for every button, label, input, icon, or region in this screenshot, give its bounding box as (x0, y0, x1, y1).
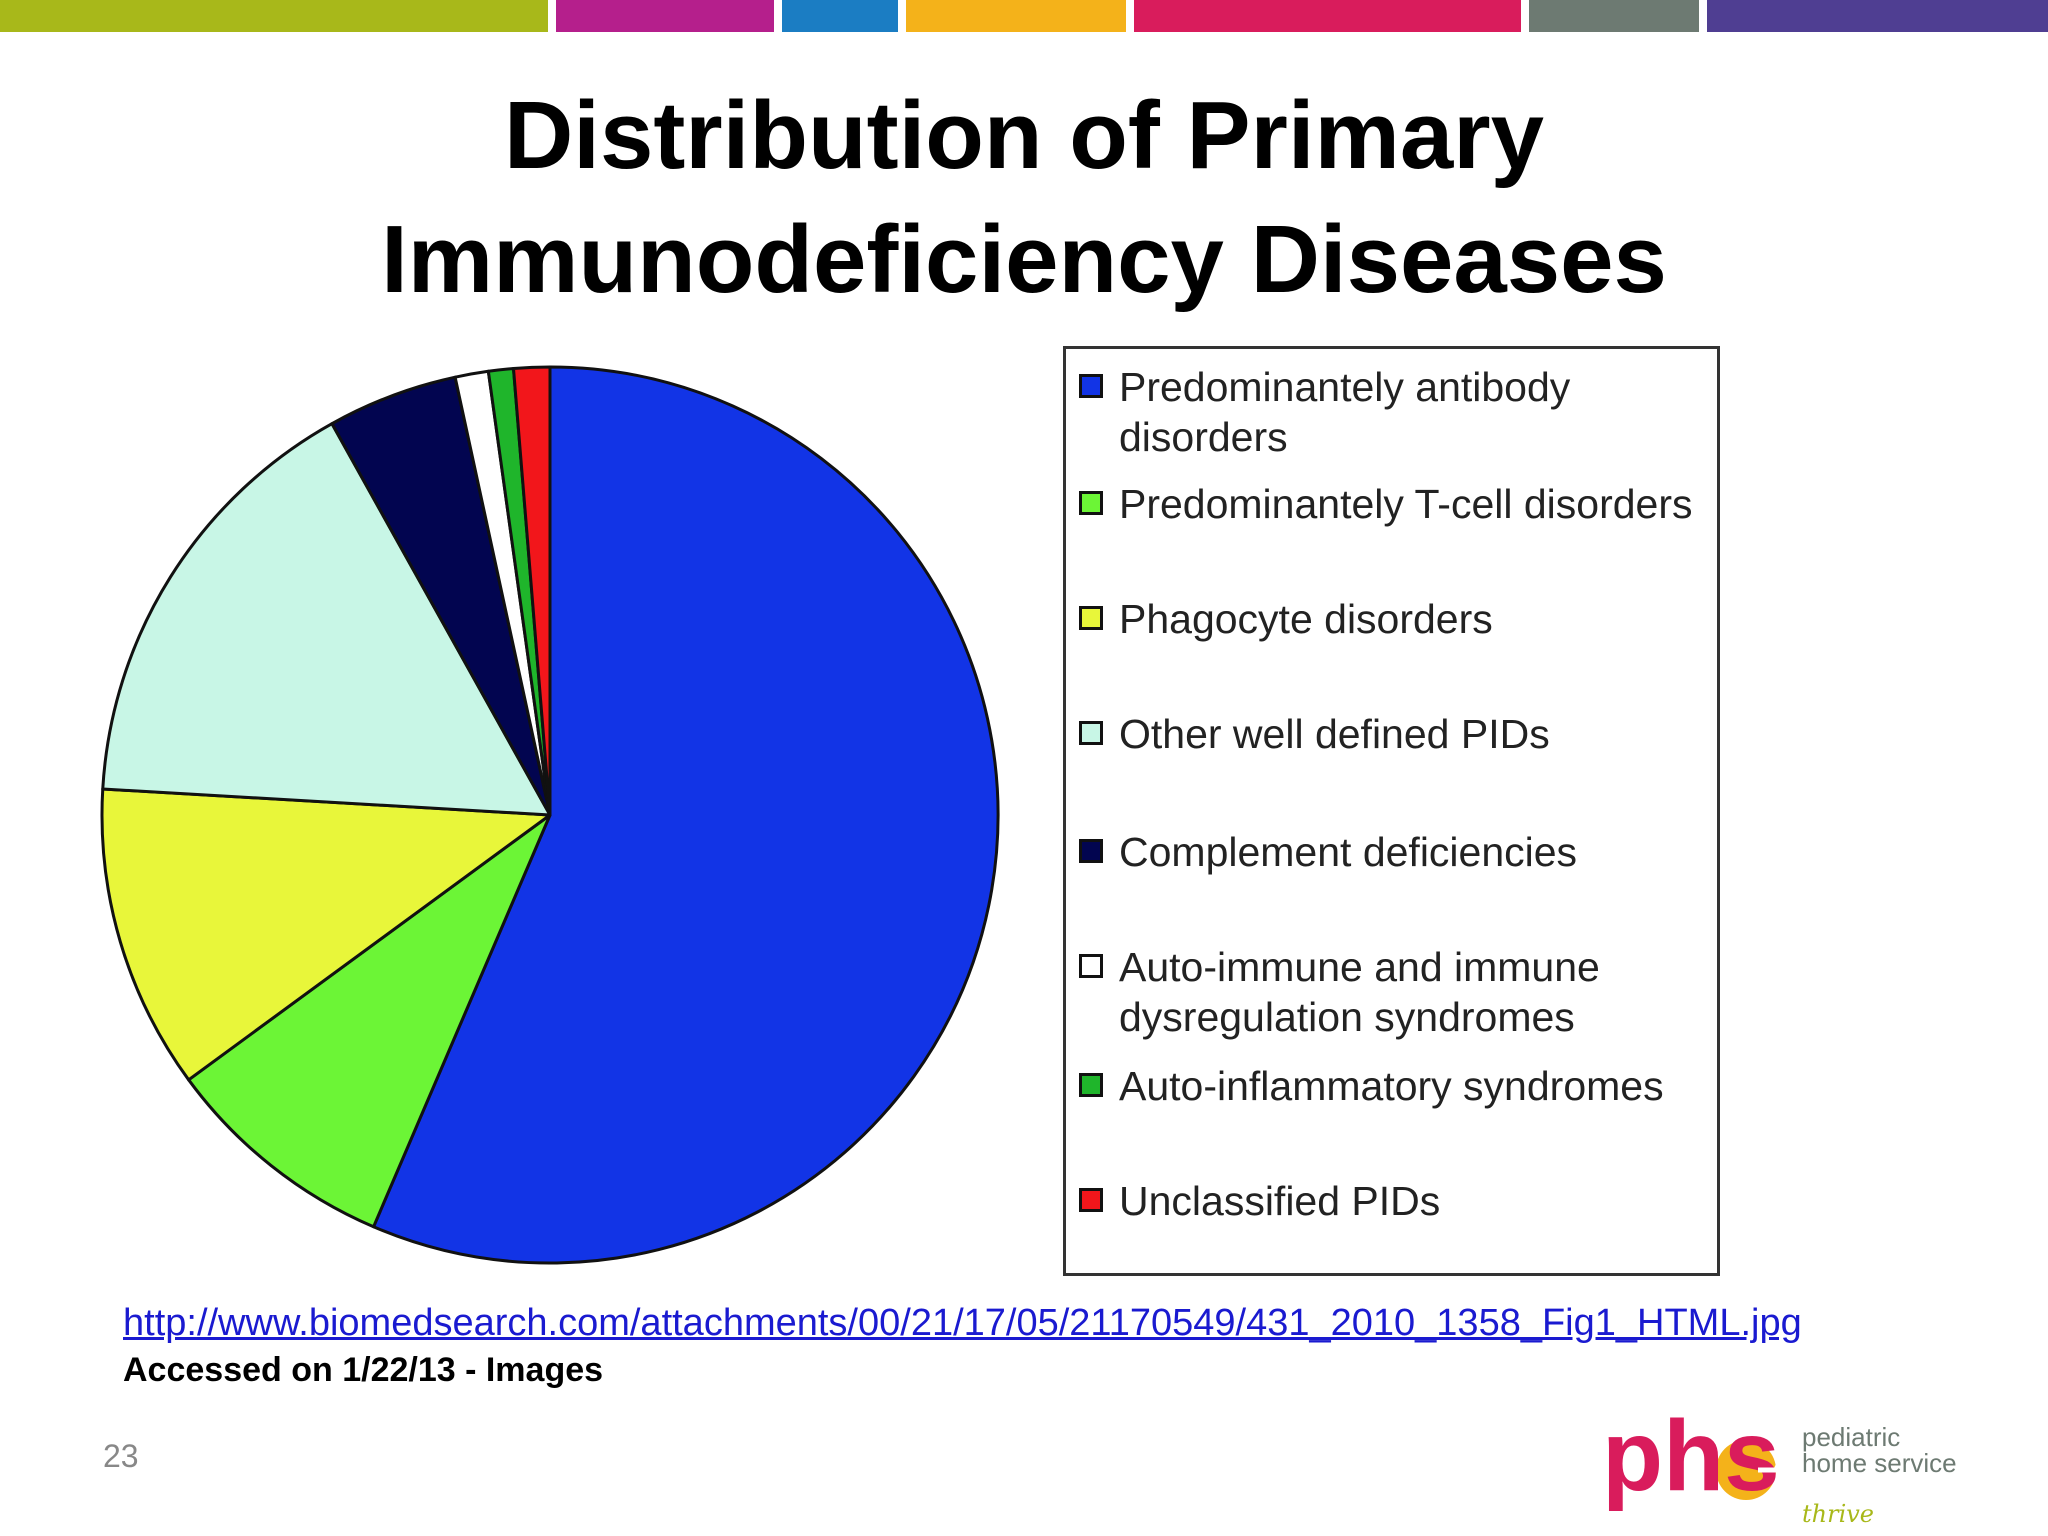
logo-mark: phs (1602, 1400, 1780, 1512)
legend-label: Predominantely T-cell disorders (1119, 481, 1693, 527)
legend-label: Other well defined PIDs (1119, 711, 1550, 757)
legend-swatch (1079, 954, 1103, 978)
legend-label: Complement deficiencies (1119, 829, 1578, 875)
pie-slice-1 (372, 365, 1000, 1265)
legend-swatch (1079, 374, 1103, 398)
chart-legend: Predominantely antibody disorders Predomi… (1063, 346, 1720, 1276)
stripe-segment (1134, 0, 1521, 32)
legend-label: Auto-inflammatory syndromes (1119, 1063, 1664, 1109)
slide-title: Distribution of Primary Immunodeficiency… (0, 74, 2048, 322)
legend-swatch (1079, 1188, 1103, 1212)
slide-title-line-1: Distribution of Primary (503, 82, 1545, 189)
logo-tagline-line-1: pediatric (1802, 1422, 1900, 1452)
source-link[interactable]: http://www.biomedsearch.com/attachments/… (123, 1302, 1802, 1344)
logo-heartbeat-icon (1758, 1444, 1820, 1496)
stripe-segment (556, 0, 774, 32)
accessed-note: Accessed on 1/22/13 - Images (123, 1351, 604, 1389)
page-number: 23 (103, 1438, 139, 1474)
stripe-segment (1707, 0, 2048, 32)
legend-swatch (1079, 839, 1103, 863)
logo-sun-shape (1716, 1440, 1776, 1500)
top-color-stripe (0, 0, 2048, 32)
slide-title-line-2: Immunodeficiency Diseases (381, 206, 1667, 313)
stripe-segment (906, 0, 1126, 32)
legend-swatch (1079, 1073, 1103, 1097)
pie-slice-2 (187, 813, 552, 1229)
logo-tagline-line-2: home service (1802, 1448, 1957, 1478)
legend-label: Auto-immune and immune dysregulation syn… (1119, 944, 1600, 1040)
stripe-segment (0, 0, 548, 32)
stripe-segment (782, 0, 898, 32)
pie-slice-3 (100, 787, 552, 1082)
legend-label: Unclassified PIDs (1119, 1178, 1441, 1224)
stripe-segment (1529, 0, 1699, 32)
legend-label: Predominantely antibody disorders (1119, 364, 1571, 460)
legend-swatch (1079, 606, 1103, 630)
legend-swatch (1079, 491, 1103, 515)
legend-swatch (1079, 721, 1103, 745)
pie-slice-4 (101, 422, 552, 817)
phs-logo: phs pediatric home service thrive (1602, 1400, 1957, 1528)
logo-slogan: thrive (1802, 1500, 1874, 1528)
pie-slice-8 (511, 365, 552, 817)
pie-chart (100, 365, 1000, 1265)
legend-label: Phagocyte disorders (1119, 596, 1493, 642)
